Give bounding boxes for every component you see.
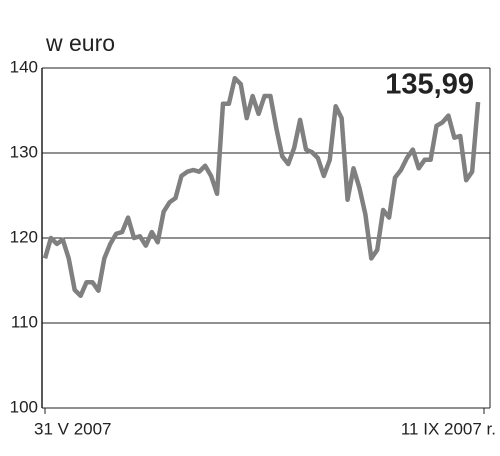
annotation: 135,99 xyxy=(385,69,474,101)
data-line xyxy=(42,75,481,299)
x-tick-label: 31 V 2007 xyxy=(34,419,112,438)
x-tick-label: 11 IX 2007 r. xyxy=(401,419,496,438)
y-tick-label: 120 xyxy=(10,227,38,246)
y-tick-label: 130 xyxy=(10,142,38,161)
y-tick-label: 100 xyxy=(10,397,38,416)
y-tick-label: 140 xyxy=(10,57,38,76)
chart-title: w euro xyxy=(45,30,115,56)
y-tick-label: 110 xyxy=(11,312,38,331)
